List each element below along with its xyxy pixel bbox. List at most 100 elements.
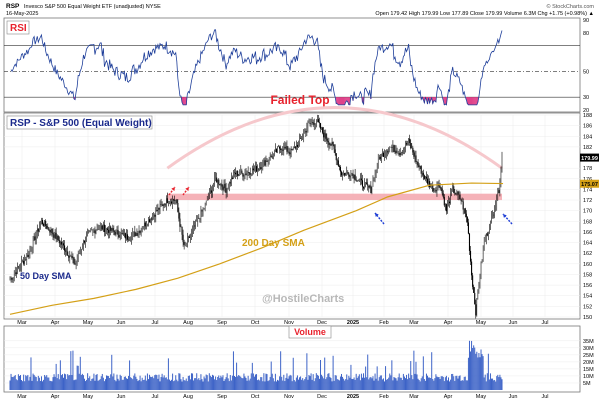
vol-x-tick-9: Dec xyxy=(317,394,327,400)
rsi-oversold-fill xyxy=(73,97,479,105)
vol-x-tick-12: Mar xyxy=(409,394,419,400)
x-tick-4: Jul xyxy=(151,320,158,326)
blue-arrow-1 xyxy=(374,212,385,225)
vol-x-tick-8: Nov xyxy=(284,394,294,400)
vol-x-tick-1: Apr xyxy=(51,394,60,400)
x-tick-1: Apr xyxy=(51,320,60,326)
x-tick-2: May xyxy=(83,320,94,326)
vol-tick-10M: 10M xyxy=(583,374,594,380)
vol-x-tick-16: Jul xyxy=(541,394,548,400)
price-bars xyxy=(9,114,503,319)
x-axis: Mar Apr May Jun Jul Aug Sep Oct Nov Dec 2025 Feb Mar… xyxy=(17,320,548,326)
sma-50-annotation: 50 Day SMA xyxy=(20,271,72,281)
rsi-label-box xyxy=(6,20,30,35)
price-tick-164: 164 xyxy=(583,241,592,247)
sma-200-line xyxy=(9,182,504,315)
rsi-grid xyxy=(4,45,580,98)
vol-x-tick-13: Apr xyxy=(444,394,453,400)
quote: Open 179.42 High 179.99 Low 177.89 Close… xyxy=(375,11,594,17)
price-tick-160: 160 xyxy=(583,262,592,268)
vol-x-tick-11: Feb xyxy=(379,394,388,400)
price-tick-162: 162 xyxy=(583,251,592,257)
vol-x-tick-0: Mar xyxy=(17,394,27,400)
resistance-arc xyxy=(166,106,503,170)
rsi-label: RSI xyxy=(10,23,27,34)
vol-tick-5M: 5M xyxy=(583,381,591,387)
x-tick-3: Jun xyxy=(117,320,126,326)
price-tick-188: 188 xyxy=(583,113,592,119)
vol-x-tick-2: May xyxy=(83,394,94,400)
rsi-tick-30: 30 xyxy=(583,95,589,101)
price-tick-182: 182 xyxy=(583,145,592,151)
x-tick-14: May xyxy=(476,320,487,326)
x-tick-7: Oct xyxy=(251,320,260,326)
rsi-axis: 90 80 50 30 20 xyxy=(583,18,589,114)
price-label-box xyxy=(6,115,153,130)
price-panel xyxy=(3,112,581,320)
vol-x-tick-6: Sep xyxy=(217,394,227,400)
vol-tick-20M: 20M xyxy=(583,360,594,366)
vol-tick-25M: 25M xyxy=(583,353,594,359)
vol-x-tick-10: 2025 xyxy=(347,394,359,400)
price-label: RSP - S&P 500 (Equal Weight) xyxy=(10,118,152,129)
vol-x-tick-3: Jun xyxy=(117,394,126,400)
blue-arrow-2 xyxy=(502,213,513,225)
red-arrow-2-head xyxy=(185,187,189,191)
blue-arrow-1-head xyxy=(375,213,379,217)
support-zone xyxy=(167,193,502,201)
sma200-tag: 175.07 xyxy=(581,182,598,188)
rsi-tick-90: 90 xyxy=(583,18,589,24)
price-tick-174: 174 xyxy=(583,187,592,193)
price-tick-154: 154 xyxy=(583,294,592,300)
blue-arrow-2-head xyxy=(503,214,507,218)
volume-bars xyxy=(9,340,503,390)
x-tick-0: Mar xyxy=(17,320,27,326)
price-tick-158: 158 xyxy=(583,272,592,278)
red-arrow-1-head xyxy=(171,187,175,191)
red-arrow-2 xyxy=(182,186,190,196)
failed-top-annotation: Failed Top xyxy=(270,93,329,107)
x-tick-13: Apr xyxy=(444,320,453,326)
x-tick-5: Aug xyxy=(183,320,193,326)
vol-x-tick-14: May xyxy=(476,394,487,400)
x-tick-9: Dec xyxy=(317,320,327,326)
price-tick-150: 150 xyxy=(583,315,592,321)
vol-x-tick-7: Oct xyxy=(251,394,260,400)
vol-x-tick-5: Aug xyxy=(183,394,193,400)
price-tick-156: 156 xyxy=(583,283,592,289)
volume-x-axis: Mar Apr May Jun Jul Aug Sep Oct Nov Dec 2025 Feb Mar… xyxy=(17,394,548,400)
price-tick-186: 186 xyxy=(583,124,592,130)
rsi-tick-20: 20 xyxy=(583,108,589,114)
price-tick-168: 168 xyxy=(583,219,592,225)
price-tags: 179.99 175.07 xyxy=(580,153,599,188)
last-price-tag: 179.99 xyxy=(581,156,598,162)
x-tick-16: Jul xyxy=(541,320,548,326)
x-tick-12: Mar xyxy=(409,320,419,326)
price-tick-170: 170 xyxy=(583,209,592,215)
vol-tick-30M: 30M xyxy=(583,346,594,352)
symbol: RSP xyxy=(6,3,20,10)
price-tick-172: 172 xyxy=(583,198,592,204)
x-tick-8: Nov xyxy=(284,320,294,326)
price-axis: 150 152 154 156 158 160 162 164 166 168 170 172 174 1… xyxy=(583,113,592,321)
sma-200-annotation: 200 Day SMA xyxy=(242,238,305,249)
last-price-tag-bg xyxy=(580,153,599,162)
source: © StockCharts.com xyxy=(547,3,595,10)
volume-label: Volume xyxy=(294,327,326,337)
volume-label-box xyxy=(288,325,332,339)
vol-x-tick-15: Jun xyxy=(509,394,518,400)
x-tick-15: Jun xyxy=(509,320,518,326)
vol-x-tick-4: Jul xyxy=(151,394,158,400)
rsi-tick-80: 80 xyxy=(583,31,589,37)
watermark: @HostileCharts xyxy=(262,293,344,305)
price-tick-178: 178 xyxy=(583,166,592,172)
x-tick-6: Sep xyxy=(217,320,227,326)
price-tick-184: 184 xyxy=(583,134,592,140)
vol-tick-35M: 35M xyxy=(583,339,594,345)
price-tick-166: 166 xyxy=(583,230,592,236)
rsi-panel xyxy=(3,17,581,113)
sma200-tag-bg xyxy=(580,179,599,188)
price-tick-152: 152 xyxy=(583,304,592,310)
x-tick-11: Feb xyxy=(379,320,388,326)
